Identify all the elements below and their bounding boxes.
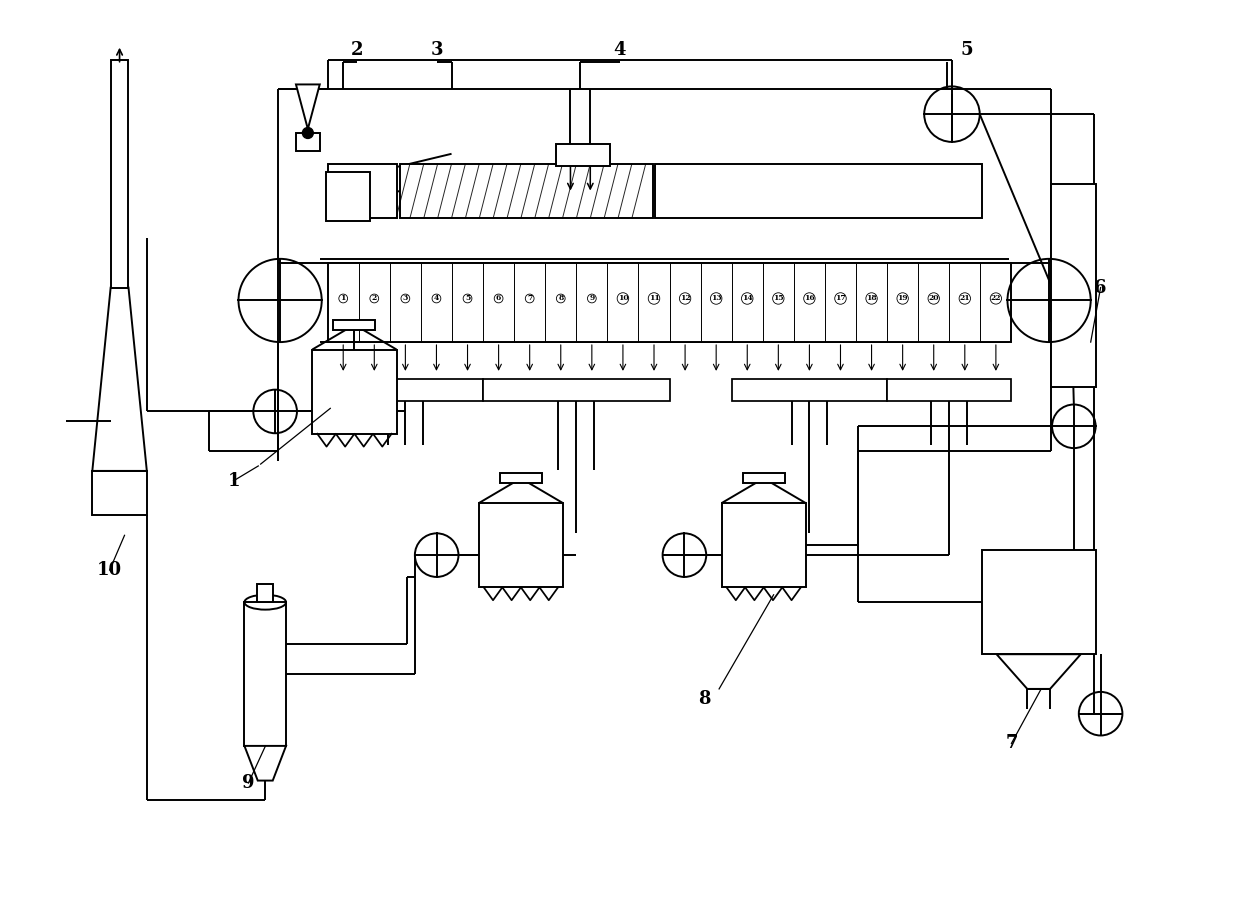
Text: 10: 10 (618, 295, 629, 302)
Polygon shape (92, 287, 146, 471)
Polygon shape (296, 85, 320, 129)
Bar (110, 60, 129, 287)
Bar (334, 320, 376, 330)
Bar (312, 349, 397, 434)
Text: 5: 5 (961, 41, 973, 59)
Bar (244, 602, 286, 746)
Text: 3: 3 (403, 295, 408, 302)
Text: 17: 17 (835, 295, 846, 302)
Bar (655, 164, 982, 218)
Bar (327, 379, 484, 401)
Bar (732, 379, 887, 401)
Text: 1: 1 (227, 472, 239, 490)
Text: 20: 20 (929, 295, 939, 302)
Bar (887, 379, 1012, 401)
Circle shape (303, 127, 314, 138)
Text: 9: 9 (242, 774, 254, 792)
Text: 8: 8 (698, 690, 711, 708)
Text: 6: 6 (1095, 278, 1107, 297)
Text: 10: 10 (97, 561, 123, 579)
Bar (401, 164, 652, 218)
Bar (500, 473, 542, 484)
Text: 9: 9 (589, 295, 594, 302)
Bar (479, 503, 563, 588)
Text: 7: 7 (527, 295, 532, 302)
Text: 18: 18 (867, 295, 877, 302)
Polygon shape (997, 654, 1081, 689)
Bar (484, 379, 670, 401)
Text: 4: 4 (434, 295, 439, 302)
Text: 12: 12 (680, 295, 691, 302)
Text: 2: 2 (351, 41, 363, 59)
Text: 19: 19 (898, 295, 908, 302)
Text: 22: 22 (991, 295, 1001, 302)
Text: 16: 16 (804, 295, 815, 302)
Text: 1: 1 (341, 295, 346, 302)
Text: 3: 3 (430, 41, 443, 59)
Text: 15: 15 (773, 295, 784, 302)
Text: 11: 11 (649, 295, 660, 302)
Bar (982, 550, 1096, 654)
Text: 2: 2 (372, 295, 377, 302)
Bar (327, 262, 1012, 342)
Polygon shape (244, 746, 286, 781)
Text: 8: 8 (558, 295, 563, 302)
Bar (722, 503, 806, 588)
Bar (743, 473, 785, 484)
Text: 21: 21 (960, 295, 970, 302)
Bar (258, 584, 273, 602)
Text: 7: 7 (1006, 734, 1018, 752)
Text: 5: 5 (465, 295, 470, 302)
Text: 13: 13 (711, 295, 722, 302)
Text: 6: 6 (496, 295, 501, 302)
Bar (556, 144, 610, 166)
Bar (326, 171, 371, 221)
Text: 14: 14 (742, 295, 753, 302)
Text: 4: 4 (614, 41, 626, 59)
Bar (1052, 183, 1096, 387)
Bar (296, 133, 320, 151)
Bar (327, 164, 397, 218)
Bar (92, 471, 146, 516)
